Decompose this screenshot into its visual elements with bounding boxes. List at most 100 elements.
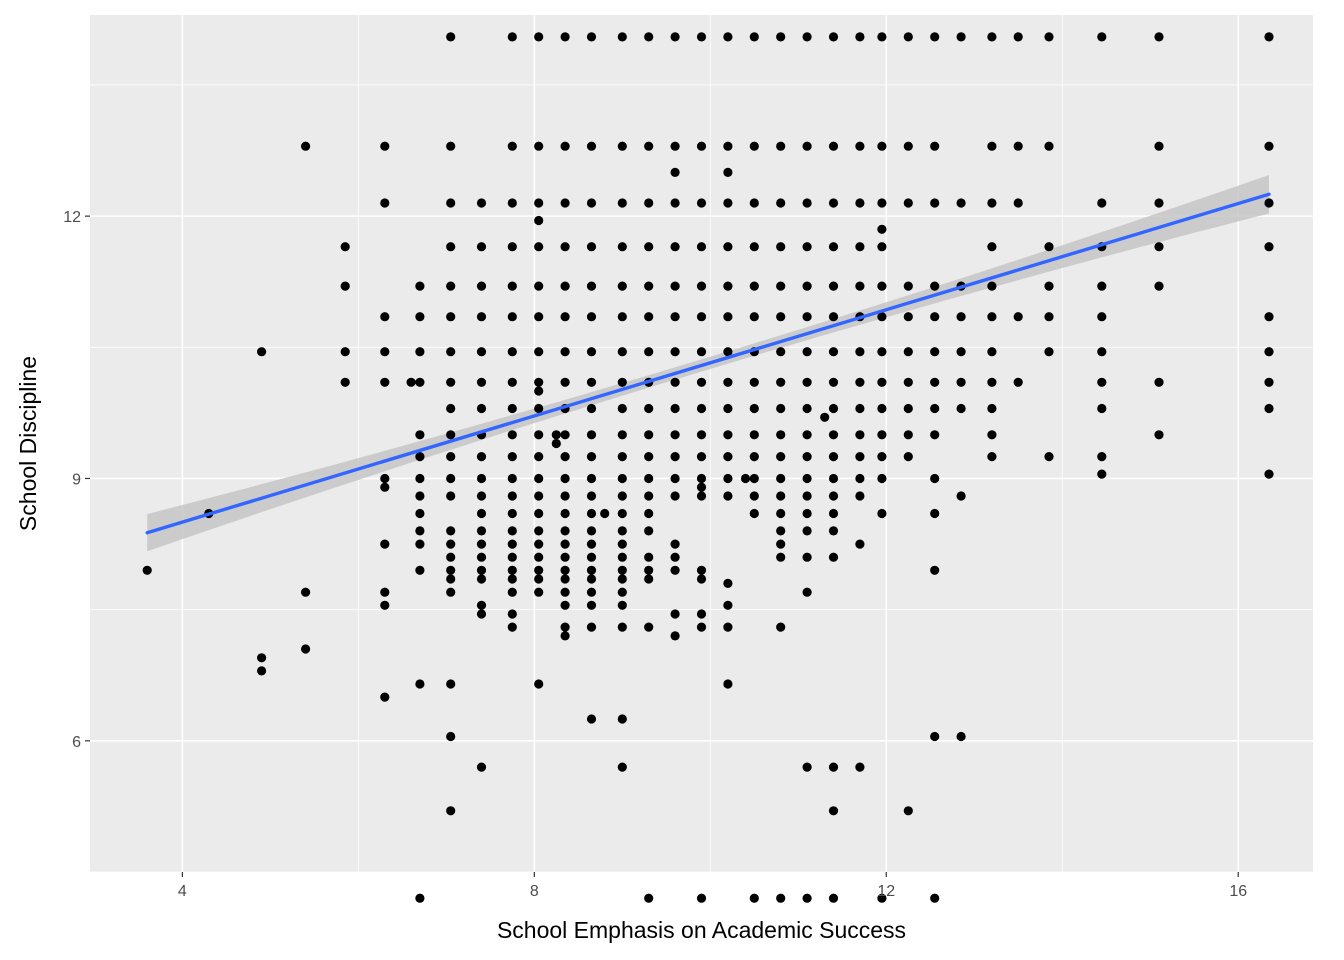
data-point [446, 141, 456, 151]
data-point [644, 242, 654, 252]
data-point [1044, 347, 1054, 357]
data-point [586, 552, 597, 562]
data-point [855, 281, 865, 291]
data-point [446, 452, 456, 462]
data-point [476, 242, 487, 252]
x-tick-label: 8 [530, 883, 539, 900]
data-point [476, 347, 487, 357]
data-point [644, 473, 654, 484]
data-point [828, 141, 839, 151]
data-point [507, 526, 517, 536]
data-point [586, 32, 597, 42]
data-point [987, 377, 997, 387]
data-point [1264, 312, 1274, 322]
data-point [855, 430, 865, 440]
data-point [560, 587, 570, 597]
data-point [903, 141, 913, 151]
data-point [507, 574, 517, 584]
data-point [696, 141, 707, 151]
data-point [828, 491, 839, 501]
data-point [617, 430, 627, 440]
data-point [723, 281, 733, 291]
data-point [776, 312, 786, 322]
data-point [696, 430, 707, 440]
data-point [670, 539, 680, 549]
data-point [507, 587, 517, 597]
data-point [776, 198, 786, 208]
data-point [776, 347, 786, 357]
data-point [560, 198, 570, 208]
data-point [1264, 141, 1274, 151]
data-point [507, 552, 517, 562]
y-tick-label: 9 [72, 471, 81, 488]
data-point [534, 508, 544, 519]
data-point [551, 438, 561, 449]
data-point [446, 32, 456, 42]
data-point [534, 430, 544, 440]
data-point [534, 539, 544, 549]
data-point [723, 242, 733, 252]
data-point [1154, 281, 1164, 291]
data-point [855, 539, 865, 549]
data-point [903, 452, 913, 462]
data-point [476, 574, 487, 584]
data-point [696, 198, 707, 208]
data-point [855, 141, 865, 151]
data-point [617, 141, 627, 151]
data-point [696, 32, 707, 42]
data-point [802, 242, 812, 252]
data-point [1097, 281, 1107, 291]
data-point [507, 609, 517, 619]
data-point [586, 347, 597, 357]
data-point [560, 552, 570, 562]
data-point [802, 552, 812, 562]
plot-panel [90, 15, 1313, 872]
data-point [956, 198, 966, 208]
data-point [534, 32, 544, 42]
data-point [476, 491, 487, 501]
data-point [776, 893, 786, 903]
data-point [586, 491, 597, 501]
data-point [446, 347, 456, 357]
data-point [877, 508, 887, 519]
data-point [903, 347, 913, 357]
data-point [696, 482, 707, 492]
data-point [415, 281, 425, 291]
data-point [987, 198, 997, 208]
data-point [723, 679, 733, 689]
data-point [586, 403, 597, 414]
data-point [749, 430, 759, 440]
data-point [644, 403, 654, 414]
data-point [749, 141, 759, 151]
data-point [723, 452, 733, 462]
data-point [534, 552, 544, 562]
data-point [1097, 198, 1107, 208]
data-point [749, 32, 759, 42]
data-point [1097, 377, 1107, 387]
data-point [903, 403, 913, 414]
data-point [340, 242, 350, 252]
data-point [1154, 141, 1164, 151]
data-point [1264, 347, 1274, 357]
data-point [586, 508, 597, 519]
data-point [987, 347, 997, 357]
data-point [507, 312, 517, 322]
data-point [380, 692, 390, 702]
data-point [476, 198, 487, 208]
data-point [956, 377, 966, 387]
data-point [476, 452, 487, 462]
data-point [903, 377, 913, 387]
data-point [877, 281, 887, 291]
data-point [534, 377, 544, 387]
data-point [802, 473, 812, 484]
x-tick-label: 4 [178, 883, 187, 900]
data-point [1264, 469, 1274, 479]
data-point [956, 312, 966, 322]
data-point [507, 347, 517, 357]
data-point [776, 539, 786, 549]
data-point [617, 526, 627, 536]
data-point [415, 526, 425, 536]
data-point [415, 508, 425, 519]
data-point [877, 224, 887, 234]
data-point [617, 574, 627, 584]
